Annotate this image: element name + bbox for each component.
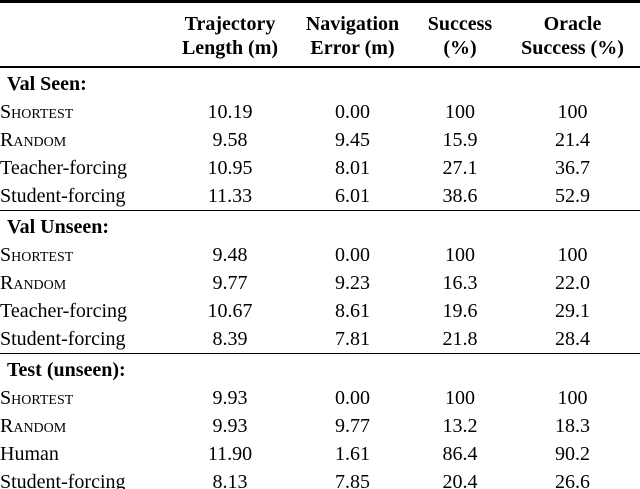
table-row: Student-forcing 11.33 6.01 38.6 52.9 [0,182,640,211]
header-empty-cell [0,36,170,67]
cell-value: 100 [445,387,475,409]
cell-value: 8.39 [212,328,248,350]
cell-value: 10.95 [207,157,253,179]
cell-value: 0.00 [335,101,370,123]
cell-value: 26.6 [555,471,590,489]
cell-value: 27.1 [442,157,478,179]
cell-value: 100 [557,387,588,409]
column-header-success: Success [427,13,493,35]
cell-value: 21.4 [555,129,590,151]
cell-value: 90.2 [555,443,590,465]
section-title: Val Unseen: [7,216,110,238]
cell-value: 20.4 [442,471,478,489]
table-row: Random 9.77 9.23 16.3 22.0 [0,269,640,297]
cell-value: 8.13 [212,471,248,489]
table-header: Trajectory Navigation Success Oracle Len… [0,2,640,67]
header-row-line2: Length (m) Error (m) (%) Success (%) [0,36,640,67]
column-header-oracle-success-units: Success (%) [521,37,624,59]
table-row: Teacher-forcing 10.67 8.61 19.6 29.1 [0,297,640,325]
row-label: Shortest [0,387,74,409]
cell-value: 11.90 [207,443,253,465]
column-header-navigation-error-units: Error (m) [310,37,395,59]
cell-value: 86.4 [442,443,478,465]
cell-value: 16.3 [442,272,478,294]
section-title-row: Val Seen: [0,67,640,98]
row-label: Human [0,443,59,465]
section-title: Val Seen: [7,73,87,95]
section-test-unseen: Test (unseen): Shortest 9.93 0.00 100 100 Rand… [0,353,640,489]
column-header-success-units: (%) [443,37,477,59]
row-label: Shortest [0,101,74,123]
row-label: Student-forcing [0,471,126,489]
cell-value: 9.23 [335,272,370,294]
cell-value: 22.0 [555,272,590,294]
table-row: Shortest 10.19 0.00 100 100 [0,98,640,126]
cell-value: 1.61 [335,443,370,465]
column-header-trajectory-length: Trajectory [184,13,276,35]
cell-value: 9.77 [335,415,370,437]
cell-value: 15.9 [442,129,478,151]
cell-value: 11.33 [207,185,253,207]
row-label: Shortest [0,244,74,266]
cell-value: 9.93 [212,387,248,409]
cell-value: 38.6 [442,185,478,207]
cell-value: 0.00 [335,244,370,266]
column-header-navigation-error: Navigation [305,13,400,35]
cell-value: 28.4 [555,328,590,350]
cell-value: 7.81 [335,328,370,350]
section-title-row: Test (unseen): [0,354,640,385]
table-row: Random 9.93 9.77 13.2 18.3 [0,412,640,440]
cell-value: 9.77 [212,272,248,294]
row-label: Random [0,129,67,151]
column-header-trajectory-length-units: Length (m) [181,37,279,59]
cell-value: 9.45 [335,129,370,151]
section-val-unseen: Val Unseen: Shortest 9.48 0.00 100 100 Random 9… [0,210,640,354]
column-header-oracle-success: Oracle [543,13,602,35]
cell-value: 100 [445,101,475,123]
section-val-seen: Val Seen: Shortest 10.19 0.00 100 100 Random 9.… [0,67,640,211]
row-label: Random [0,415,67,437]
table-row: Student-forcing 8.13 7.85 20.4 26.6 [0,468,640,489]
cell-value: 7.85 [335,471,370,489]
cell-value: 8.61 [335,300,370,322]
cell-value: 52.9 [555,185,590,207]
cell-value: 10.67 [207,300,253,322]
table-row: Shortest 9.93 0.00 100 100 [0,384,640,412]
cell-value: 9.48 [212,244,248,266]
header-empty-cell [0,2,170,37]
table-row: Random 9.58 9.45 15.9 21.4 [0,126,640,154]
cell-value: 36.7 [555,157,590,179]
section-title: Test (unseen): [7,359,126,381]
row-label: Student-forcing [0,185,126,207]
cell-value: 29.1 [555,300,590,322]
cell-value: 8.01 [335,157,370,179]
cell-value: 9.58 [212,129,248,151]
row-label: Student-forcing [0,328,126,350]
cell-value: 0.00 [335,387,370,409]
row-label: Random [0,272,67,294]
table-row: Shortest 9.48 0.00 100 100 [0,241,640,269]
cell-value: 100 [557,244,588,266]
cell-value: 13.2 [442,415,478,437]
table-row: Human 11.90 1.61 86.4 90.2 [0,440,640,468]
cell-value: 19.6 [442,300,478,322]
table-row: Teacher-forcing 10.95 8.01 27.1 36.7 [0,154,640,182]
cell-value: 6.01 [335,185,370,207]
cell-value: 9.93 [212,415,248,437]
row-label: Teacher-forcing [0,300,128,322]
table-row: Student-forcing 8.39 7.81 21.8 28.4 [0,325,640,354]
row-label: Teacher-forcing [0,157,128,179]
header-row-line1: Trajectory Navigation Success Oracle [0,2,640,37]
cell-value: 100 [445,244,475,266]
section-title-row: Val Unseen: [0,211,640,242]
cell-value: 21.8 [442,328,478,350]
cell-value: 18.3 [555,415,590,437]
cell-value: 10.19 [207,101,253,123]
cell-value: 100 [557,101,588,123]
